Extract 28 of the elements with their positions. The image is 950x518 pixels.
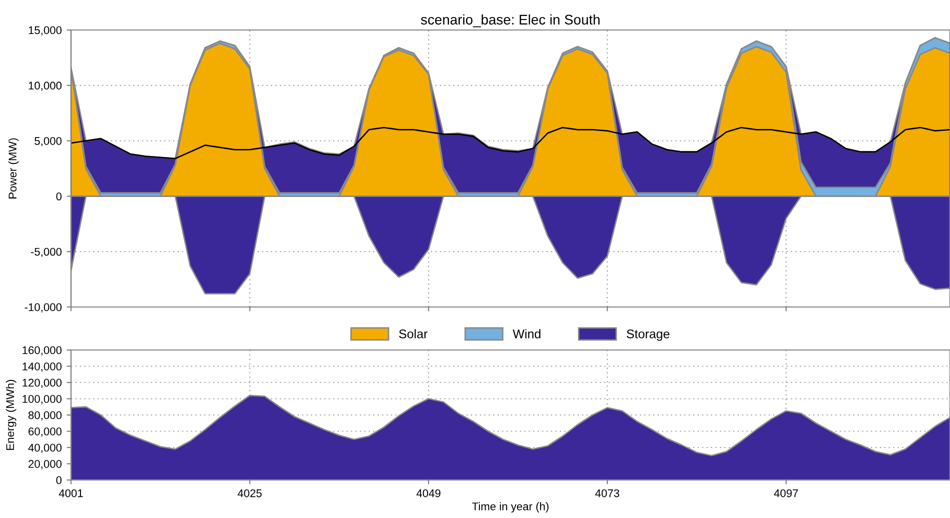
- y-axis-title: Power (MW): [8, 138, 19, 198]
- x-axis-title: Time in year (h): [472, 502, 548, 513]
- x-tick-label: 4097: [774, 489, 798, 498]
- y-tick-label: 60,000: [28, 428, 62, 437]
- legend-label: Wind: [512, 329, 540, 338]
- y-tick-label: -10,000: [24, 303, 62, 312]
- y-tick-label: 160,000: [22, 346, 62, 356]
- x-tick-label: 4073: [595, 489, 620, 498]
- x-tick-label: 4001: [58, 489, 83, 498]
- x-tick-label: 4025: [238, 489, 262, 498]
- y-tick-label: 15,000: [28, 26, 62, 36]
- legend-label: Storage: [626, 329, 670, 341]
- y-tick-label: 80,000: [28, 411, 62, 420]
- legend-label: Solar: [399, 329, 428, 338]
- y-tick-label: 10,000: [28, 82, 62, 91]
- y-tick-label: 0: [56, 476, 62, 484]
- y-tick-label: 5,000: [34, 137, 62, 146]
- y-tick-label: 40,000: [28, 444, 62, 453]
- y-tick-label: 100,000: [22, 395, 62, 404]
- line-series: [71, 126, 950, 160]
- y-tick-label: 120,000: [22, 378, 62, 388]
- x-tick-label: 4049: [416, 489, 440, 498]
- y-axis-title: Energy (MWh): [6, 380, 16, 450]
- chart-title: scenario_base: Elec in South: [420, 14, 600, 28]
- y-tick-label: 140,000: [22, 362, 62, 372]
- y-tick-label: 20,000: [28, 460, 62, 470]
- y-tick-label: -5,000: [30, 248, 62, 258]
- y-tick-label: 0: [56, 192, 62, 200]
